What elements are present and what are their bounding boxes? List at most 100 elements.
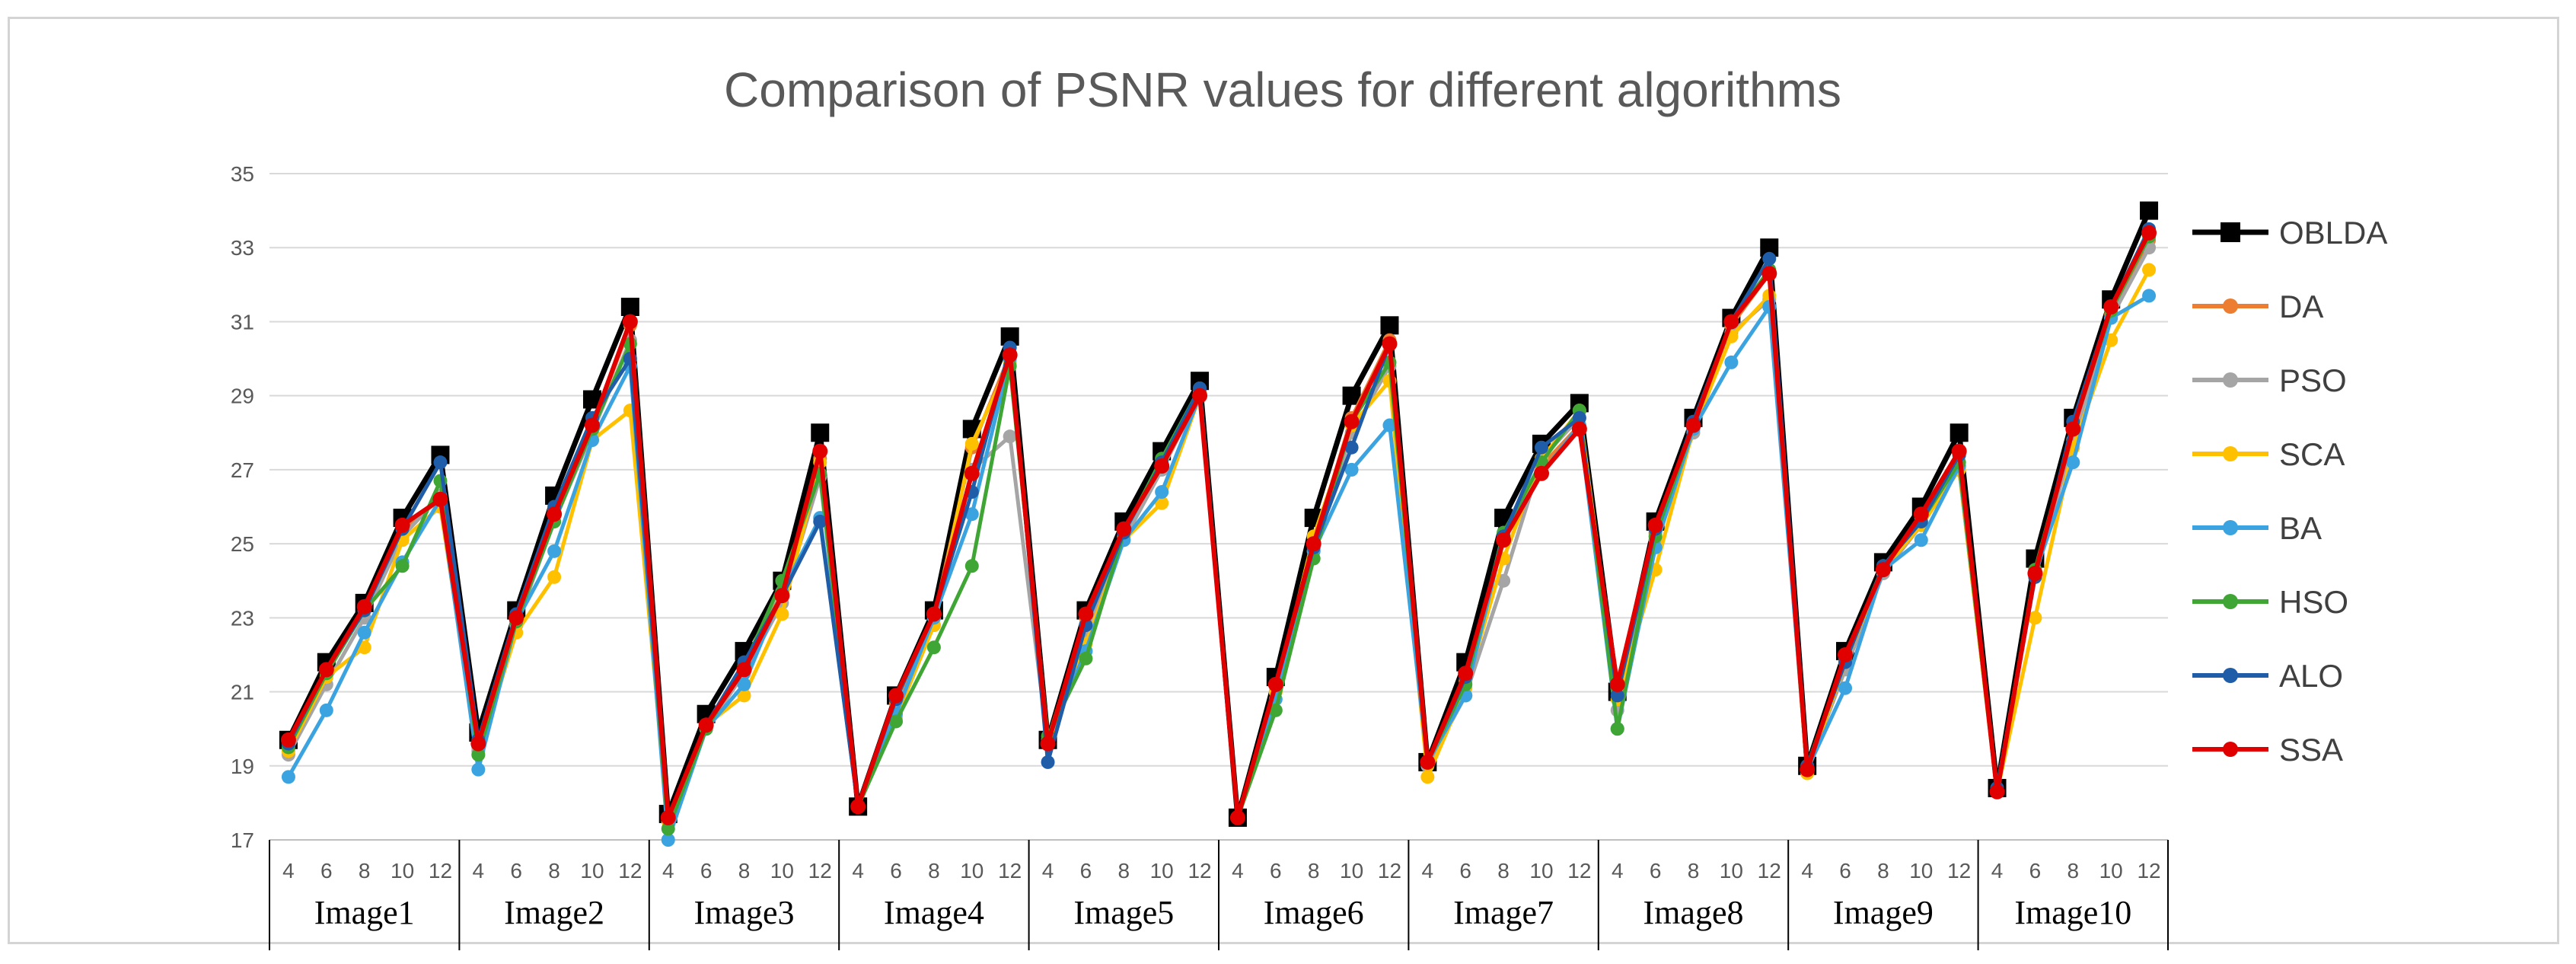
series-HSO [281,229,2157,836]
x-tick-label-Image7-6: 6 [1459,859,1471,883]
legend-marker-SCA [2223,446,2238,461]
point-ALO-Image5-4 [1041,755,1055,769]
point-ALO-Image7-10 [1534,440,1548,455]
series-PSO [281,241,2157,828]
point-SSA-Image5-10 [1154,458,1170,474]
legend-marker-DA [2223,298,2238,314]
point-SSA-Image9-4 [1800,761,1816,777]
point-HSO-Image1-10 [395,559,410,573]
point-SSA-Image7-6 [1458,666,1474,682]
y-tick-label-27: 27 [231,458,254,482]
x-tick-label-Image4-8: 8 [928,859,940,883]
point-SSA-Image1-8 [356,599,372,614]
x-tick-label-Image8-6: 6 [1650,859,1662,883]
group-label-Image3: Image3 [694,894,795,931]
legend-label-OBLDA: OBLDA [2279,215,2387,251]
point-BA-Image3-4 [661,833,675,847]
point-SSA-Image1-12 [432,491,448,507]
point-SSA-Image1-4 [280,732,296,748]
series-line-SSA [286,231,2151,820]
point-SSA-Image6-8 [1306,536,1321,552]
point-SSA-Image10-4 [1989,784,2005,800]
x-tick-label-Image10-4: 4 [1991,859,2004,883]
point-BA-Image1-8 [357,625,371,640]
point-SCA-Image10-12 [2142,263,2157,277]
x-tick-label-Image7-10: 10 [1529,859,1553,883]
x-tick-label-Image4-4: 4 [852,859,864,883]
point-SSA-Image3-8 [736,662,752,678]
legend-item-PSO: PSO [2192,362,2347,398]
legend-marker-OBLDA [2221,222,2240,242]
point-SSA-Image10-12 [2141,225,2157,241]
x-tick-label-Image10-6: 6 [2029,859,2042,883]
legend-item-SSA: SSA [2192,732,2343,768]
x-tick-label-Image1-4: 4 [282,859,295,883]
point-OBLDA-Image2-12 [620,298,639,316]
point-SSA-Image8-4 [1609,676,1625,692]
point-SSA-Image2-12 [622,314,638,330]
x-tick-label-Image8-8: 8 [1688,859,1700,883]
group-label-Image9: Image9 [1833,894,1934,931]
series-line-BA [286,294,2150,842]
point-SSA-Image2-8 [547,506,563,522]
group-label-Image2: Image2 [504,894,604,931]
group-label-Image5: Image5 [1073,894,1174,931]
point-ALO-Image7-12 [1572,410,1586,425]
legend-item-ALO: ALO [2192,658,2343,694]
x-tick-label-Image5-12: 12 [1188,859,1211,883]
x-tick-label-Image4-10: 10 [960,859,984,883]
x-tick-label-Image10-8: 8 [2067,859,2080,883]
point-SSA-Image1-6 [318,662,334,678]
point-SSA-Image2-10 [584,417,600,433]
point-HSO-Image3-4 [661,822,675,836]
y-tick-label-23: 23 [231,606,254,630]
x-tick-label-Image6-6: 6 [1270,859,1282,883]
x-tick-label-Image3-8: 8 [738,859,751,883]
x-tick-label-Image4-6: 6 [890,859,902,883]
x-tick-label-Image8-4: 4 [1612,859,1624,883]
x-tick-label-Image2-4: 4 [473,859,485,883]
point-SCA-Image10-6 [2028,611,2042,625]
point-OBLDA-Image3-12 [811,423,830,442]
series-SSA [280,225,2157,825]
point-SSA-Image5-4 [1040,736,1056,752]
point-BA-Image9-6 [1838,681,1853,695]
point-HSO-Image8-4 [1610,722,1624,736]
point-BA-Image6-12 [1382,418,1397,433]
point-BA-Image9-10 [1914,533,1928,547]
x-tick-label-Image3-10: 10 [770,859,794,883]
point-SSA-Image3-6 [698,717,714,733]
legend-label-ALO: ALO [2279,658,2343,694]
point-BA-Image5-10 [1155,485,1169,500]
point-SCA-Image7-4 [1420,770,1435,784]
point-OBLDA-Image10-12 [2140,201,2159,220]
point-HSO-Image2-4 [471,748,486,762]
legend-marker-HSO [2223,594,2238,609]
x-tick-label-Image9-6: 6 [1839,859,1851,883]
legend-label-HSO: HSO [2279,584,2348,620]
point-SSA-Image7-10 [1533,465,1549,481]
x-tick-label-Image6-12: 12 [1378,859,1401,883]
y-tick-label-31: 31 [231,310,254,334]
point-SSA-Image6-6 [1267,676,1283,692]
point-BA-Image1-4 [281,770,295,784]
point-BA-Image10-8 [2066,455,2080,470]
point-HSO-Image6-6 [1268,703,1283,717]
point-SSA-Image6-12 [1382,336,1398,352]
point-HSO-Image4-10 [964,559,979,573]
x-tick-label-Image1-6: 6 [320,859,333,883]
x-tick-label-Image1-12: 12 [429,859,452,883]
point-SSA-Image4-8 [926,606,942,622]
point-SSA-Image3-10 [774,588,790,604]
x-tick-label-Image1-8: 8 [359,859,371,883]
x-tick-label-Image1-10: 10 [391,859,414,883]
point-PSO-Image7-8 [1497,573,1511,588]
y-tick-label-29: 29 [231,385,254,408]
x-tick-label-Image9-4: 4 [1801,859,1813,883]
point-SSA-Image3-4 [660,809,676,825]
series-layer [279,201,2159,847]
x-tick-label-Image8-10: 10 [1720,859,1743,883]
point-SSA-Image4-4 [850,799,866,815]
x-tick-label-Image7-12: 12 [1567,859,1591,883]
